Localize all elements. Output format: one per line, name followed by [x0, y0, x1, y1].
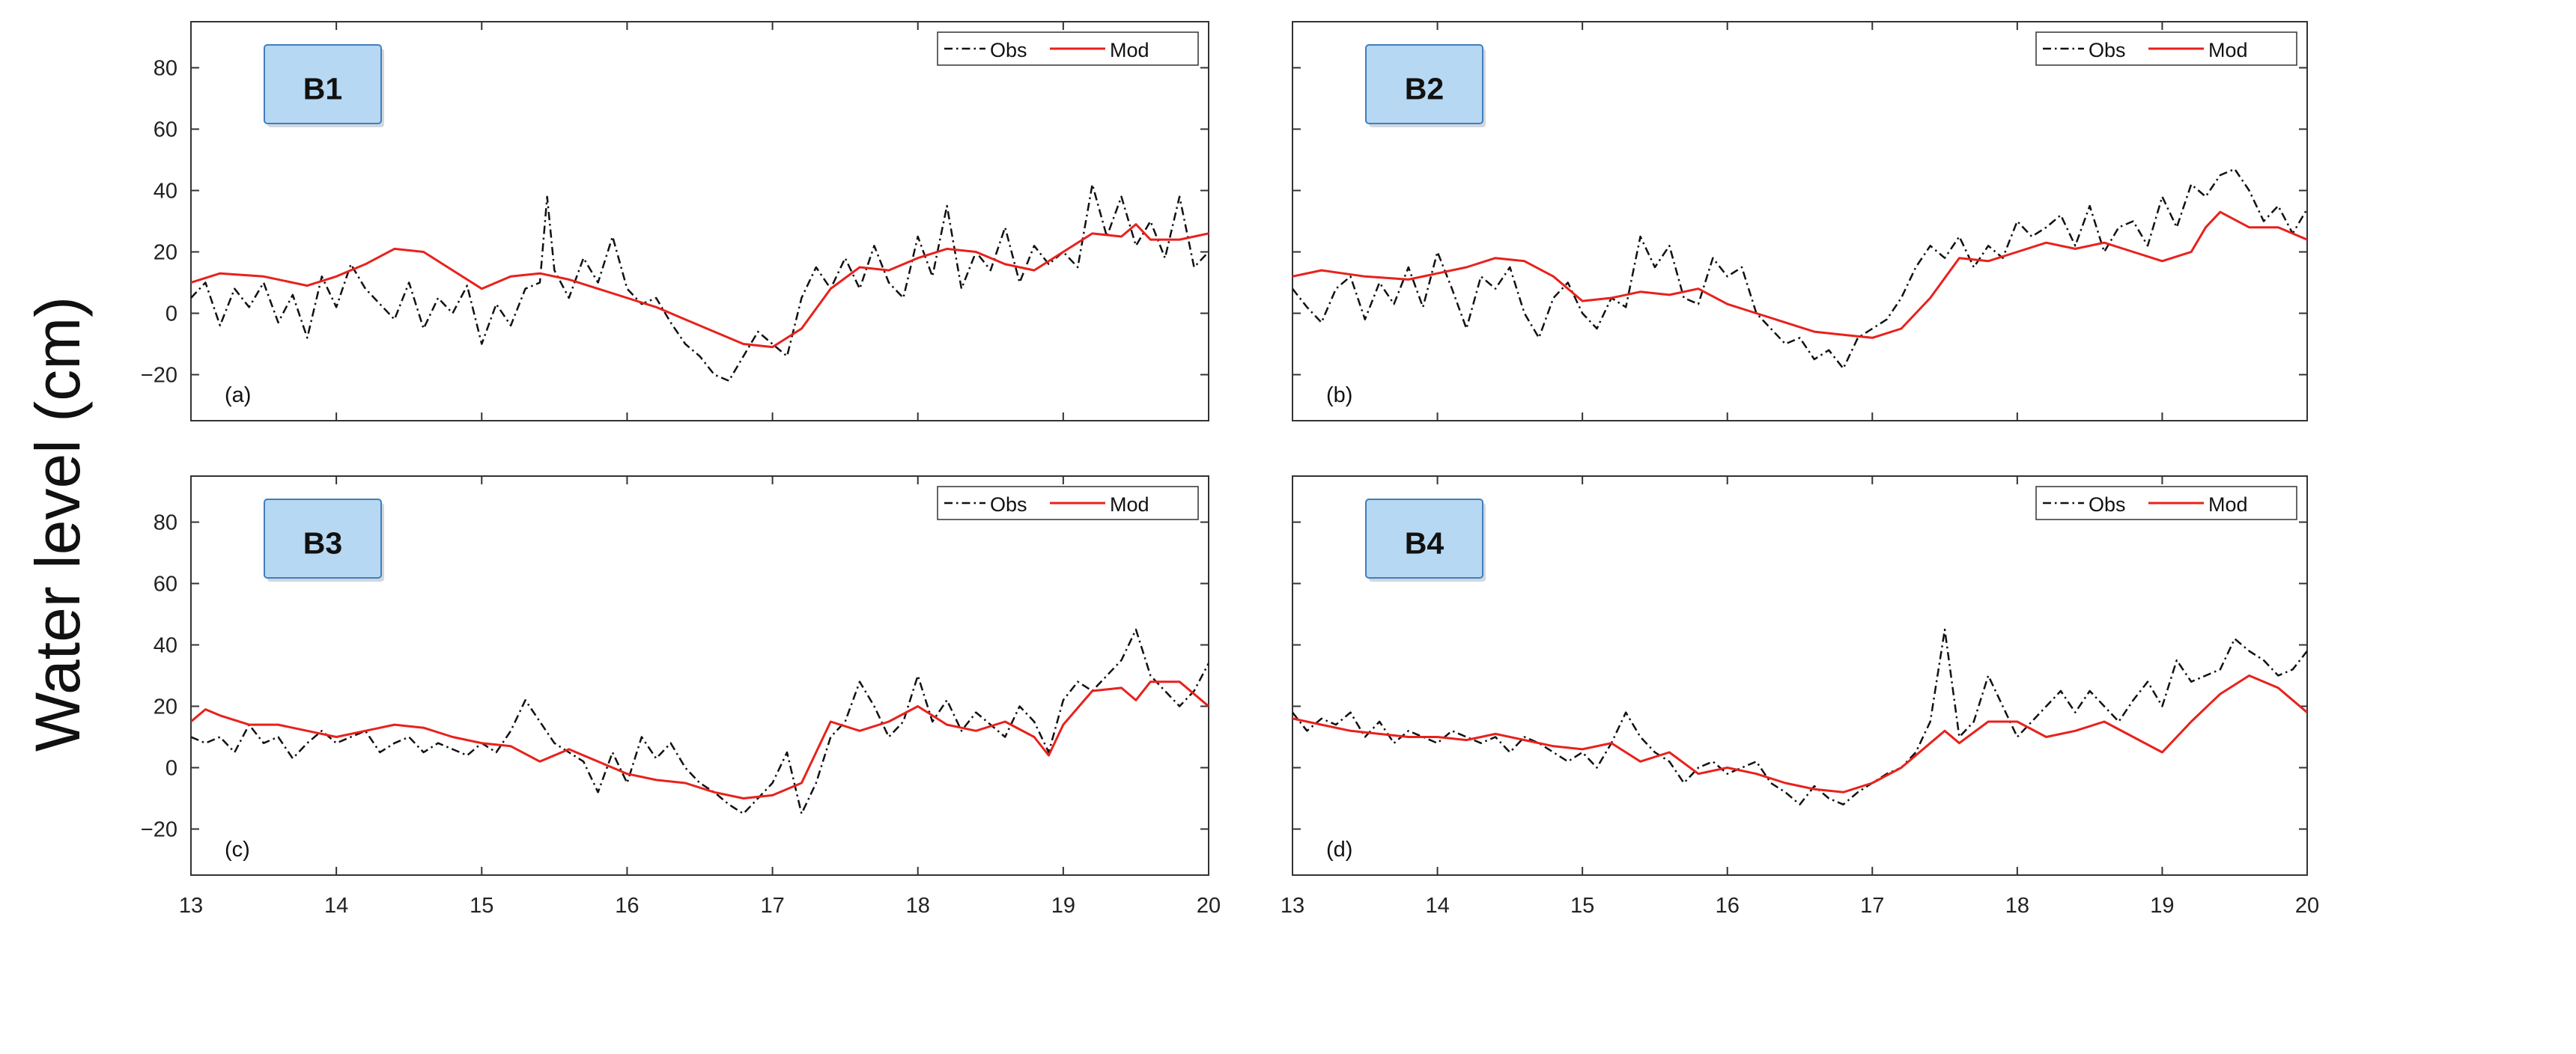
legend-mod-label: Mod — [2208, 39, 2248, 61]
x-tick-label: 13 — [1281, 894, 1304, 918]
y-tick-label: 20 — [154, 241, 177, 265]
y-tick-label: 40 — [154, 180, 177, 204]
series-line-obs — [1292, 168, 2307, 370]
x-tick-label: 17 — [760, 894, 784, 918]
y-tick-label: 60 — [154, 573, 177, 597]
y-axis-title: Water level (cm) — [22, 296, 93, 752]
x-tick-label: 16 — [1716, 894, 1740, 918]
chart-panel-c: −20 0 20 40 60 80 13 14 15 16 17 18 19 20 (c) B3 Obs Mod — [141, 475, 1221, 918]
site-label: B2 — [1405, 72, 1444, 106]
y-tick-label: 20 — [154, 695, 177, 719]
y-tick-label: 80 — [154, 57, 177, 81]
panels-layer: −20 0 20 40 60 80 (a) B1 Obs Mod (b) B2 Obs Mod −20 0 20… — [141, 21, 2319, 918]
x-tick-label: 19 — [1051, 894, 1075, 918]
site-label: B3 — [303, 526, 342, 561]
x-tick-label: 16 — [615, 894, 639, 918]
series-line-obs — [1292, 628, 2307, 805]
series-line-mod — [1292, 674, 2307, 793]
legend-mod-label: Mod — [2208, 493, 2248, 516]
x-tick-label: 15 — [1570, 894, 1594, 918]
x-tick-label: 13 — [179, 894, 203, 918]
x-tick-label: 17 — [1860, 894, 1884, 918]
plot-frame — [190, 21, 1209, 421]
chart-panel-b: (b) B2 Obs Mod — [1292, 21, 2308, 421]
x-tick-label: 20 — [2295, 894, 2319, 918]
site-label-box — [264, 44, 382, 124]
x-tick-label: 18 — [906, 894, 930, 918]
y-tick-label: −20 — [141, 818, 177, 842]
series-line-mod — [191, 223, 1209, 349]
chart-panel-a: −20 0 20 40 60 80 (a) B1 Obs Mod — [141, 21, 1209, 421]
series-line-mod — [1292, 210, 2307, 339]
legend-obs-label: Obs — [2089, 39, 2126, 61]
site-label-box — [264, 499, 382, 579]
site-label-box — [1365, 499, 1483, 579]
x-tick-label: 18 — [2005, 894, 2029, 918]
site-label: B1 — [303, 72, 342, 106]
x-tick-label: 19 — [2150, 894, 2174, 918]
panel-tag: (a) — [225, 383, 251, 407]
panel-tag: (b) — [1326, 383, 1352, 407]
plot-frame — [1292, 21, 2308, 421]
y-tick-label: 80 — [154, 511, 177, 535]
x-tick-label: 14 — [1425, 894, 1449, 918]
chart-panel-d: 13 14 15 16 17 18 19 20 (d) B4 Obs Mod — [1281, 475, 2319, 918]
panel-tag: (d) — [1326, 838, 1352, 862]
y-tick-label: −20 — [141, 364, 177, 388]
panels-group: −20 0 20 40 60 80 (a) B1 Obs Mod (b) B2 Obs Mod −20 0 20… — [141, 21, 2319, 918]
legend-obs-label: Obs — [990, 493, 1027, 516]
legend-mod-label: Mod — [1110, 39, 1149, 61]
y-tick-label: 60 — [154, 118, 177, 142]
plot-frame — [190, 475, 1209, 876]
legend-mod-label: Mod — [1110, 493, 1149, 516]
site-label-box — [1365, 44, 1483, 124]
series-line-obs — [191, 183, 1209, 382]
y-tick-label: 0 — [165, 302, 177, 326]
y-tick-label: 40 — [154, 634, 177, 658]
panel-tag: (c) — [225, 838, 250, 862]
legend-obs-label: Obs — [990, 39, 1027, 61]
x-tick-label: 15 — [470, 894, 493, 918]
legend-obs-label: Obs — [2089, 493, 2126, 516]
series-line-mod — [191, 680, 1209, 799]
site-label: B4 — [1405, 526, 1445, 561]
y-tick-label: 0 — [165, 757, 177, 781]
x-tick-label: 14 — [324, 894, 348, 918]
x-tick-label: 20 — [1197, 894, 1221, 918]
plot-frame — [1292, 475, 2308, 876]
